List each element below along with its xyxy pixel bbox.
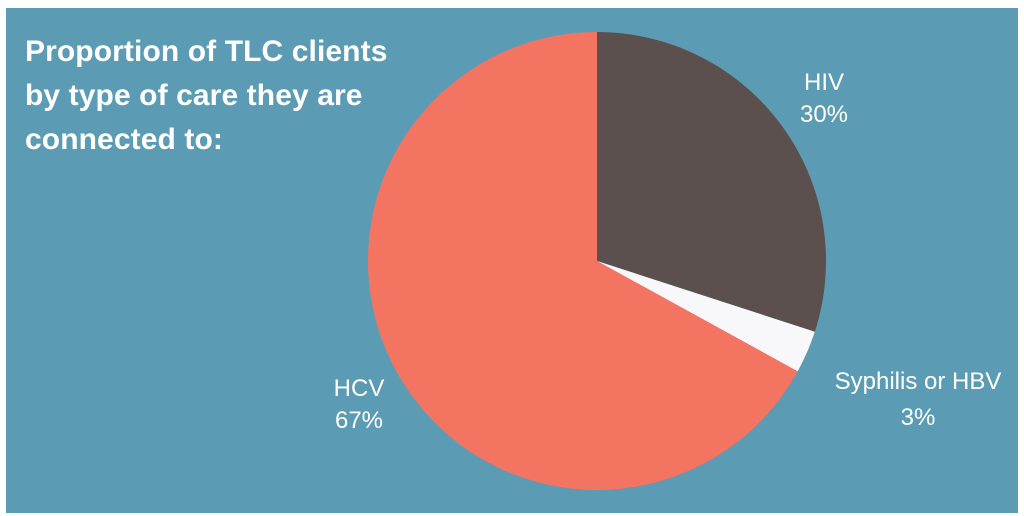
slice-value-hcv: 67% <box>335 407 383 434</box>
pie-slice-hcv <box>367 31 798 491</box>
pie-slice-syphilis-or-hbv <box>597 261 815 372</box>
pie-slice-hiv <box>597 32 826 332</box>
chart-panel: Proportion of TLC clients by type of car… <box>6 8 1018 513</box>
slice-value-hiv: 30% <box>800 101 848 128</box>
pie-chart: HIV 30% Syphilis or HBV 3% HCV 67% <box>334 31 1002 491</box>
slice-label-hiv: HIV <box>804 69 844 96</box>
slice-label-hcv: HCV <box>334 375 385 402</box>
slice-value-syphilis-or-hbv: 3% <box>901 404 936 431</box>
slice-label-syphilis-or-hbv: Syphilis or HBV <box>835 368 1002 395</box>
chart-title: Proportion of TLC clients by type of car… <box>25 35 388 156</box>
